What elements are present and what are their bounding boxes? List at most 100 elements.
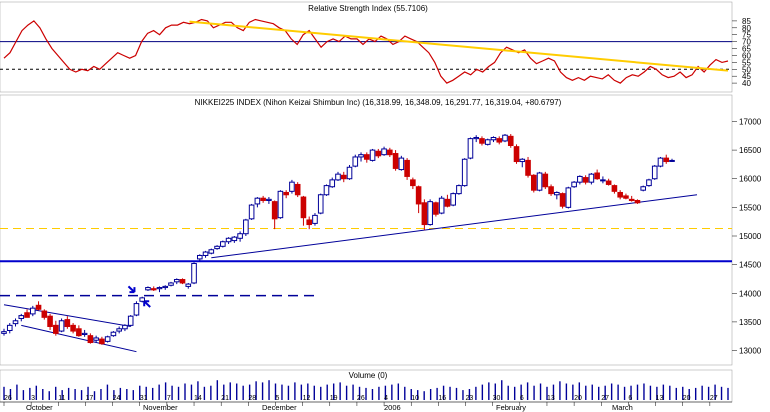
price-y-tick-label: 17000 (739, 117, 762, 126)
price-candle-body (398, 157, 405, 171)
price-channel-lower (21, 324, 137, 353)
x-tick-label: 26 (357, 395, 365, 402)
volume-title: Volume (0) (349, 371, 388, 380)
price-candle-body (87, 335, 94, 344)
x-tick-label: 6 (520, 395, 524, 402)
x-tick-label: 17 (85, 395, 93, 402)
price-candle-body (12, 320, 19, 325)
price-candle-body (35, 304, 42, 310)
x-month-label: 2006 (384, 403, 401, 412)
price-candle-body (185, 283, 192, 287)
price-candle-body (513, 146, 520, 163)
x-tick-label: 14 (194, 395, 202, 402)
x-tick-label: 3 (31, 395, 35, 402)
price-candle-body (47, 315, 53, 327)
price-candle-body (565, 187, 572, 208)
price-candle-body (582, 177, 589, 183)
price-candle-body (646, 179, 652, 187)
price-candle-body (628, 198, 635, 201)
price-candle-body (473, 136, 480, 140)
x-tick-label: 11 (58, 395, 65, 402)
price-candle-body (594, 172, 600, 180)
price-candle-body (588, 173, 595, 183)
price-candle-body (467, 138, 474, 159)
x-tick-label: 30 (493, 395, 501, 402)
price-candle-body (433, 202, 439, 215)
price-candle-body (640, 186, 647, 191)
price-candle-body (369, 149, 376, 161)
x-tick-label: 6 (628, 395, 632, 402)
price-candle-body (335, 173, 341, 181)
volume-panel: Volume (0) (0, 369, 733, 403)
price-candle-body (179, 279, 186, 284)
price-candle-body (507, 135, 514, 147)
price-candle-body (358, 154, 364, 158)
price-candle-body (392, 153, 399, 169)
x-tick-label: 26 (4, 395, 12, 402)
price-candle-body (283, 191, 289, 196)
price-candle-body (127, 315, 134, 326)
rsi-title: Relative Strength Index (55.7106) (308, 4, 428, 13)
x-tick-label: 21 (221, 395, 229, 402)
price-y-tick-label: 16500 (739, 146, 762, 155)
price-candle-body (208, 249, 215, 254)
price-candle-body (133, 303, 140, 316)
price-candle-body (116, 328, 122, 332)
price-candle-body (243, 219, 249, 235)
price-candle-body (29, 307, 36, 315)
price-candle-body (300, 196, 307, 219)
price-candle-body (600, 179, 606, 182)
price-candle-body (387, 149, 393, 156)
price-candle-body (312, 214, 318, 224)
x-month-label: March (612, 403, 633, 412)
rsi-series-line (3, 18, 729, 84)
price-candle-body (502, 134, 508, 142)
price-candle-body (554, 191, 560, 196)
price-candle-body (611, 185, 618, 192)
rsi-y-tick-label: 45 (742, 72, 751, 81)
price-candle-body (150, 288, 157, 291)
price-candle-body (162, 285, 169, 289)
x-tick-label: 13 (547, 395, 555, 402)
price-candle-body (294, 183, 301, 196)
x-tick-label: 19 (330, 395, 338, 402)
price-candle-body (53, 324, 59, 334)
price-candle-body (202, 251, 209, 256)
price-candle-body (651, 165, 658, 180)
price-y-tick-label: 15000 (739, 232, 762, 241)
price-candle-body (277, 190, 284, 219)
rsi-y-tick-label: 50 (742, 65, 751, 74)
x-tick-label: 20 (574, 395, 582, 402)
x-tick-label: 31 (140, 395, 148, 402)
price-candle-body (214, 245, 220, 250)
price-candle-body (58, 320, 65, 332)
price-channel-upper (3, 304, 131, 327)
rsi-trendline (189, 20, 729, 72)
price-candle-body (81, 332, 88, 336)
price-candle-body (323, 185, 330, 196)
price-candle-body (657, 157, 664, 167)
rsi-y-tick-label: 80 (742, 24, 751, 33)
price-candle-body (18, 315, 25, 319)
price-candle-body (248, 204, 255, 220)
price-candle-body (156, 287, 163, 290)
price-candle-body (461, 158, 468, 187)
price-candle-body (438, 197, 445, 214)
price-candle-body (266, 198, 272, 201)
x-tick-label: 28 (248, 395, 256, 402)
price-candle-body (634, 199, 641, 204)
arrow-icon (143, 300, 151, 308)
price-candle-body (617, 191, 623, 198)
price-candle-body (1, 331, 7, 334)
price-title: NIKKEI225 INDEX (Nihon Keizai Shimbun In… (195, 98, 562, 107)
rsi-y-tick-label: 70 (742, 38, 751, 47)
price-panel: NIKKEI225 INDEX (Nihon Keizai Shimbun In… (0, 94, 762, 366)
price-candle-body (669, 159, 675, 162)
rsi-y-tick-label: 65 (742, 45, 751, 54)
price-candle-body (231, 236, 238, 242)
price-y-tick-label: 13000 (739, 347, 762, 356)
price-candle-body (484, 139, 491, 145)
price-candle-body (352, 156, 359, 167)
x-tick-label: 27 (710, 395, 718, 402)
price-y-tick-label: 16000 (739, 175, 762, 184)
